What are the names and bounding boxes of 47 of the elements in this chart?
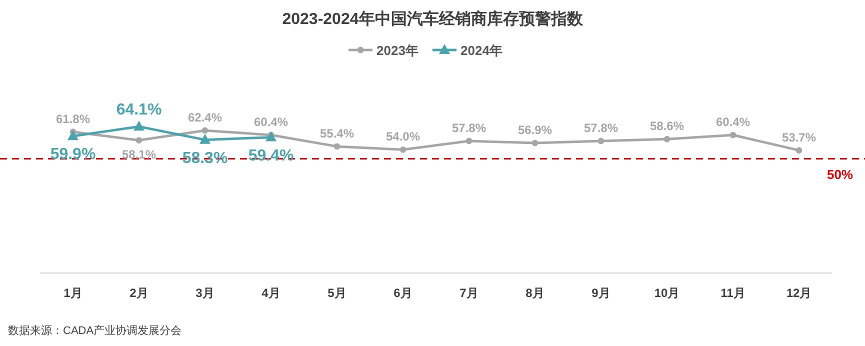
point bbox=[466, 138, 472, 144]
data-label: 57.8% bbox=[584, 120, 618, 135]
point bbox=[266, 131, 276, 142]
data-label: 58.3% bbox=[182, 150, 228, 167]
x-tick-label: 6月 bbox=[394, 286, 412, 300]
x-tick-label: 11月 bbox=[720, 286, 746, 300]
point bbox=[134, 120, 144, 131]
point bbox=[598, 138, 604, 144]
data-label: 56.9% bbox=[518, 123, 552, 138]
legend-label: 2024年 bbox=[460, 43, 502, 58]
point bbox=[334, 143, 340, 150]
point bbox=[200, 134, 210, 144]
x-tick-label: 2月 bbox=[130, 286, 148, 300]
data-label: 64.1% bbox=[116, 102, 162, 119]
point bbox=[202, 127, 208, 134]
data-label: 53.7% bbox=[782, 130, 816, 144]
source-note: 数据来源：CADA产业协调发展分会 bbox=[8, 324, 182, 337]
data-label: 61.8% bbox=[56, 112, 90, 126]
x-tick-label: 10月 bbox=[654, 286, 680, 300]
point bbox=[730, 132, 736, 138]
data-label: 59.9% bbox=[50, 146, 96, 164]
x-tick-label: 8月 bbox=[526, 286, 544, 300]
data-label: 58.1% bbox=[122, 147, 156, 162]
x-tick-label: 12月 bbox=[786, 286, 812, 300]
point bbox=[400, 146, 406, 153]
x-tick-label: 7月 bbox=[460, 286, 478, 300]
data-label: 60.4% bbox=[716, 115, 750, 130]
x-tick-label: 9月 bbox=[592, 286, 610, 300]
x-tick-label: 4月 bbox=[262, 286, 280, 300]
data-label: 58.6% bbox=[650, 119, 684, 134]
data-label: 59.4% bbox=[248, 147, 294, 164]
ref-line-label: 50% bbox=[826, 166, 854, 182]
chart-title: 2023-2024年中国汽车经销商库存预警指数 bbox=[282, 10, 584, 28]
data-label: 60.4% bbox=[254, 115, 288, 130]
data-label: 57.8% bbox=[452, 120, 486, 135]
point bbox=[664, 136, 670, 142]
data-label: 54.0% bbox=[386, 130, 420, 144]
x-tick-label: 3月 bbox=[196, 286, 214, 300]
legend-label: 2023年 bbox=[376, 43, 418, 58]
x-tick-label: 5月 bbox=[328, 286, 346, 300]
point bbox=[68, 130, 78, 140]
x-tick-label: 1月 bbox=[64, 286, 82, 300]
data-label: 62.4% bbox=[188, 110, 222, 124]
data-label: 55.4% bbox=[320, 126, 354, 140]
point bbox=[796, 147, 802, 154]
point bbox=[136, 137, 142, 144]
point bbox=[532, 140, 538, 146]
